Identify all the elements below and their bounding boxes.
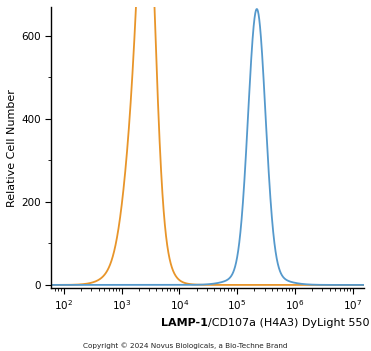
Y-axis label: Relative Cell Number: Relative Cell Number	[7, 89, 17, 206]
Text: Copyright © 2024 Novus Biologicals, a Bio-Techne Brand: Copyright © 2024 Novus Biologicals, a Bi…	[83, 343, 288, 349]
Text: LAMP-1: LAMP-1	[161, 318, 208, 328]
Text: /CD107a (H4A3) DyLight 550: /CD107a (H4A3) DyLight 550	[208, 318, 369, 328]
